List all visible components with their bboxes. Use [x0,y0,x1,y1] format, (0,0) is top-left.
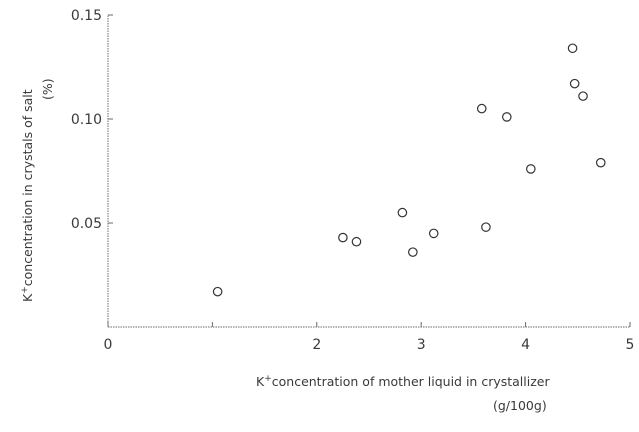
y-ticks: 0.05 0.10 0.15 [71,8,113,232]
data-point [502,112,512,122]
x-tick-label: 2 [312,337,321,353]
x-tick-label: 0 [104,337,113,353]
data-point [595,157,606,168]
x-tick-label: 5 [626,337,635,353]
x-label-ion-sup: + [264,374,272,384]
x-label-ion: K+ [256,374,272,389]
data-point [526,164,536,174]
y-axis-unit-label: (%) [40,78,55,100]
data-point [397,207,408,218]
data-point [476,103,487,114]
x-ticks: 0 2 3 4 5 [104,322,635,353]
data-point [351,236,362,247]
data-point [578,91,588,101]
data-point [569,78,580,89]
x-axis-unit-label: (g/100g) [493,398,547,413]
y-tick-label: 0.15 [71,8,102,24]
y-axis-label: K+concentration in crystals of salt [20,89,35,302]
x-label-line1-text: concentration of mother liquid in crysta… [271,374,550,390]
data-point [408,247,418,257]
y-label-ion-base: K [20,293,36,302]
x-tick-label: 4 [521,337,530,353]
data-point [338,232,348,243]
data-point [428,228,439,239]
y-tick-label: 0.10 [71,112,102,128]
data-points [212,43,606,297]
data-point [481,222,491,232]
data-point [212,286,223,297]
data-point [567,43,578,54]
y-label-line1-text: concentration in crystals of salt [20,89,36,287]
y-label-ion-sup: + [20,286,30,294]
x-tick-label: 3 [417,337,426,353]
axes [107,15,630,328]
x-axis-label: K+concentration of mother liquid in crys… [256,374,550,389]
x-label-ion-base: K [256,374,265,390]
y-label-ion: K+ [20,286,35,302]
y-tick-label: 0.05 [71,216,102,232]
